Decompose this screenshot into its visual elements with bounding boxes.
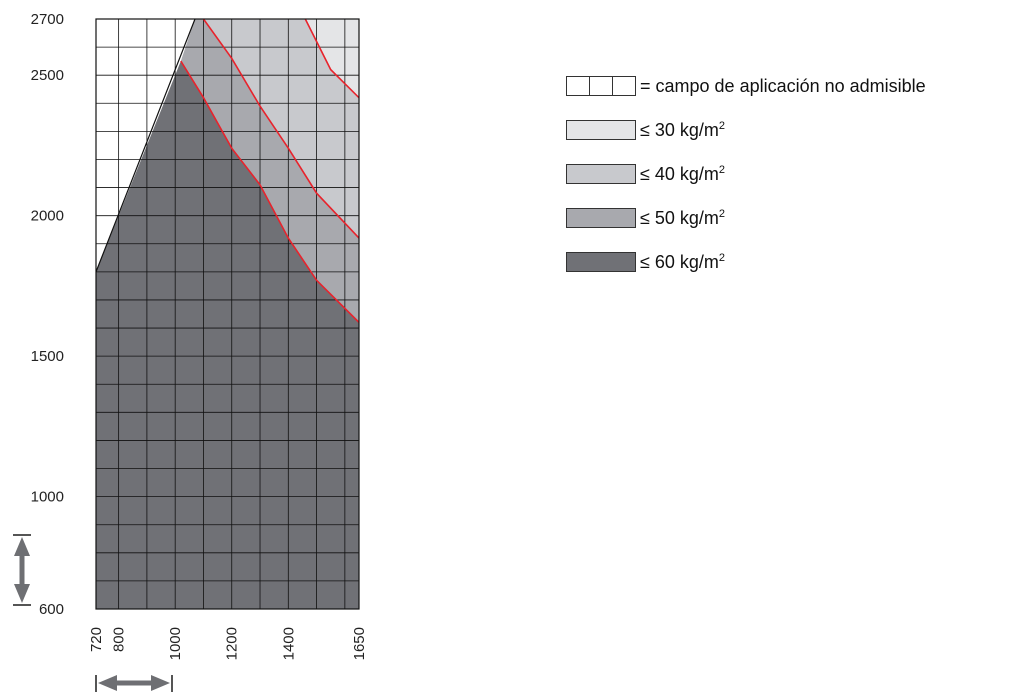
x-tick-label: 1650 <box>351 627 368 660</box>
double-arrow-horizontal-icon <box>95 675 173 692</box>
legend-label: ≤ 40 kg/m2 <box>640 164 726 184</box>
y-tick-label: 2700 <box>31 11 64 28</box>
legend-label: = campo de aplicación no admisible <box>640 76 926 96</box>
load-curve <box>180 60 359 323</box>
legend-swatch <box>566 208 636 228</box>
curves-clip-group <box>180 19 359 323</box>
band-le-50 <box>180 19 359 323</box>
legend-label: ≤ 30 kg/m2 <box>640 120 726 140</box>
chart-curves <box>180 19 359 323</box>
legend-label: ≤ 60 kg/m2 <box>640 252 726 272</box>
x-tick-label: 1400 <box>280 627 297 660</box>
legend: = campo de aplicación no admisible ≤ 30 k… <box>566 52 926 272</box>
legend-item: = campo de aplicación no admisible <box>566 52 926 96</box>
band-le-60 <box>96 61 359 609</box>
band-le-40 <box>203 19 359 239</box>
x-tick-label: 1000 <box>167 627 184 660</box>
plot-frame <box>95 18 360 610</box>
legend-item: ≤ 40 kg/m2 <box>566 140 926 184</box>
double-arrow-vertical-icon <box>13 534 31 606</box>
legend-item: ≤ 60 kg/m2 <box>566 228 926 272</box>
y-tick-label: 2500 <box>31 67 64 84</box>
x-tick-label: 1200 <box>224 627 241 660</box>
x-tick-label: 720 <box>88 627 105 652</box>
legend-swatch <box>566 252 636 272</box>
load-curve <box>304 19 359 99</box>
legend-label: ≤ 50 kg/m2 <box>640 208 726 228</box>
y-tick-label: 1000 <box>31 489 64 506</box>
legend-item: ≤ 50 kg/m2 <box>566 184 926 228</box>
bands-clip-group <box>96 19 359 609</box>
y-tick-label: 600 <box>39 601 64 618</box>
y-tick-label: 2000 <box>31 208 64 225</box>
legend-swatch <box>566 120 636 140</box>
admissible-boundary-line <box>95 18 196 273</box>
chart-ticks: 600 1000 1500 2000 2500 2700 720 800 1000 1200 140… <box>31 11 368 660</box>
x-tick-label: 800 <box>111 627 128 652</box>
legend-swatch <box>566 164 636 184</box>
band-le-30 <box>305 19 359 98</box>
legend-item: ≤ 30 kg/m2 <box>566 96 926 140</box>
chart-bands <box>96 19 359 609</box>
chart-grid <box>96 19 359 609</box>
y-tick-label: 1500 <box>31 348 64 365</box>
load-curve <box>202 19 359 239</box>
legend-swatch <box>566 76 636 96</box>
